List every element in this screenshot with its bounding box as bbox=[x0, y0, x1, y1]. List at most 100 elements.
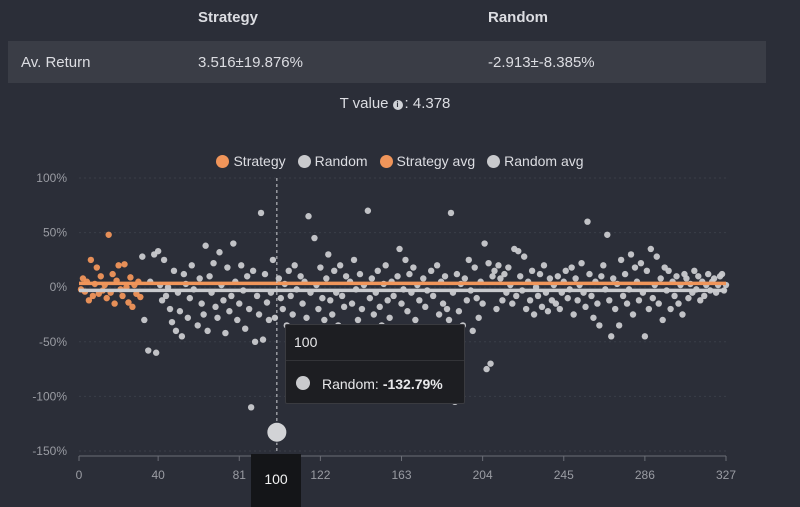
legend-label-strategy-avg: Strategy avg bbox=[396, 153, 476, 169]
legend-item-random-avg[interactable]: Random avg bbox=[487, 151, 584, 171]
legend-dot-strategy bbox=[216, 154, 230, 168]
data-point-random bbox=[445, 316, 453, 324]
data-point-random bbox=[596, 322, 603, 329]
data-point-random bbox=[396, 245, 403, 253]
data-point-random bbox=[186, 294, 194, 302]
data-point-random bbox=[667, 305, 674, 313]
data-point-random bbox=[497, 275, 504, 282]
x-tick-label: 40 bbox=[151, 468, 165, 482]
x-tick-label: 122 bbox=[310, 468, 330, 482]
data-point-random bbox=[570, 311, 577, 318]
data-point-random bbox=[522, 305, 530, 313]
random-column-header: Random bbox=[488, 9, 548, 26]
data-point-random bbox=[520, 253, 528, 260]
data-point-random bbox=[216, 249, 223, 256]
data-point-random bbox=[623, 300, 631, 307]
data-point-random bbox=[162, 292, 170, 300]
strategy-column-header: Strategy bbox=[198, 9, 259, 26]
data-point-random bbox=[441, 273, 449, 280]
data-point-random bbox=[226, 308, 233, 315]
data-point-random bbox=[277, 294, 285, 302]
legend-item-random[interactable]: Random bbox=[297, 151, 368, 171]
data-point-strategy bbox=[129, 303, 136, 311]
data-point-random bbox=[489, 273, 496, 280]
legend-label-random: Random bbox=[314, 153, 368, 169]
data-point-random bbox=[188, 262, 195, 269]
legend-item-strategy-avg[interactable]: Strategy avg bbox=[379, 151, 476, 171]
data-point-random bbox=[629, 311, 637, 318]
data-point-strategy bbox=[127, 274, 134, 281]
strategy-return-value: 3.516±19.876% bbox=[198, 54, 303, 71]
data-point-random bbox=[615, 322, 623, 329]
data-point-random bbox=[269, 256, 277, 264]
data-point-random bbox=[160, 256, 168, 264]
stats-header: Strategy Random bbox=[8, 0, 766, 38]
data-point-random bbox=[279, 305, 286, 313]
data-point-random bbox=[404, 308, 411, 315]
data-point-random bbox=[433, 262, 441, 269]
data-point-random bbox=[299, 300, 306, 307]
data-point-random bbox=[340, 303, 348, 311]
data-point-random bbox=[513, 292, 520, 300]
data-point-random bbox=[657, 275, 664, 282]
legend-item-strategy[interactable]: Strategy bbox=[216, 151, 286, 171]
data-point-random bbox=[342, 273, 350, 280]
data-point-random bbox=[291, 262, 298, 269]
x-tick-label: 327 bbox=[716, 468, 736, 482]
data-point-random bbox=[234, 316, 241, 324]
data-point-random bbox=[572, 275, 579, 282]
data-point-random bbox=[641, 333, 649, 340]
data-point-random bbox=[505, 264, 512, 271]
data-point-random bbox=[249, 267, 257, 275]
tooltip-series-dot bbox=[296, 376, 310, 390]
y-tick-label: 0% bbox=[50, 280, 68, 294]
data-point-random bbox=[586, 270, 593, 278]
data-point-random bbox=[259, 336, 267, 343]
data-point-random bbox=[471, 264, 478, 271]
data-point-random bbox=[501, 270, 508, 278]
data-point-random bbox=[261, 270, 269, 278]
data-point-random bbox=[386, 314, 393, 321]
data-point-random bbox=[679, 311, 686, 318]
data-point-random bbox=[358, 305, 366, 313]
data-point-random bbox=[253, 292, 261, 300]
data-point-random bbox=[695, 273, 702, 280]
data-point-random bbox=[390, 292, 397, 300]
data-point-random bbox=[366, 294, 374, 302]
data-point-random bbox=[422, 303, 429, 311]
data-point-random bbox=[554, 273, 562, 280]
data-point-random bbox=[243, 273, 251, 280]
data-point-random bbox=[200, 311, 207, 318]
data-point-random bbox=[311, 234, 318, 242]
data-point-random bbox=[517, 273, 524, 280]
data-point-random bbox=[242, 325, 249, 332]
data-point-random bbox=[384, 297, 391, 304]
data-point-random bbox=[604, 231, 611, 238]
cursor-x-label: 100 bbox=[251, 454, 301, 507]
data-point-random bbox=[263, 299, 271, 306]
data-point-random bbox=[435, 311, 443, 318]
data-point-random bbox=[631, 264, 639, 271]
data-point-random bbox=[255, 311, 263, 318]
info-icon[interactable]: i bbox=[392, 100, 403, 110]
data-point-random bbox=[319, 294, 326, 302]
y-tick-label: -100% bbox=[32, 389, 67, 403]
data-point-random bbox=[637, 259, 645, 267]
data-point-random bbox=[370, 311, 378, 318]
data-point-random bbox=[590, 314, 597, 321]
data-point-random bbox=[287, 292, 294, 300]
data-point-random bbox=[166, 305, 174, 313]
data-point-random bbox=[530, 311, 538, 318]
x-tick-label: 163 bbox=[391, 468, 411, 482]
data-point-random bbox=[394, 273, 401, 280]
data-point-random bbox=[443, 305, 451, 313]
data-point-random bbox=[402, 256, 409, 264]
data-point-random bbox=[606, 297, 613, 304]
data-point-random bbox=[348, 300, 356, 307]
data-point-random bbox=[247, 404, 255, 411]
data-point-random bbox=[621, 270, 629, 278]
data-point-random bbox=[627, 251, 635, 258]
data-point-random bbox=[499, 297, 506, 304]
data-point-random bbox=[461, 275, 469, 282]
